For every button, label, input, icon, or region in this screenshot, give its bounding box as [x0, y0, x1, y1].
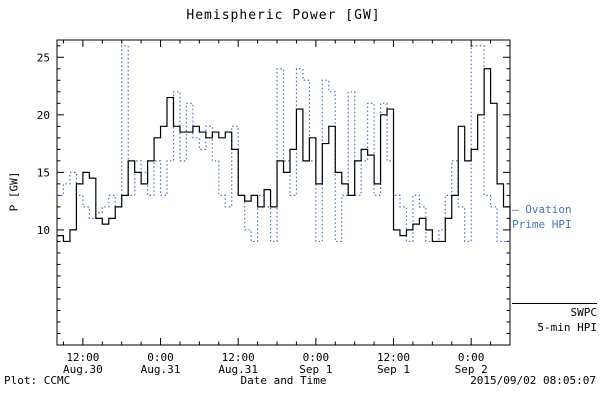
- plot-credit: Plot: CCMC: [4, 374, 71, 387]
- svg-text:12:00: 12:00: [66, 351, 99, 364]
- svg-text:20: 20: [37, 109, 50, 122]
- svg-text:Sep 1: Sep 1: [377, 363, 410, 376]
- legend-ovation: – Ovation Prime HPI: [512, 203, 572, 233]
- svg-text:Aug.31: Aug.31: [218, 363, 258, 376]
- svg-text:0:00: 0:00: [303, 351, 330, 364]
- legend-swpc-line2: 5-min HPI: [537, 320, 597, 334]
- legend-ovation-line1: – Ovation: [512, 203, 572, 216]
- svg-text:25: 25: [37, 51, 50, 64]
- svg-text:12:00: 12:00: [377, 351, 410, 364]
- svg-text:0:00: 0:00: [458, 351, 485, 364]
- legend-swpc: SWPC 5-min HPI: [512, 303, 597, 336]
- svg-text:Sep 2: Sep 2: [455, 363, 488, 376]
- timestamp: 2015/09/02 08:05:07: [470, 374, 596, 387]
- svg-text:0:00: 0:00: [147, 351, 174, 364]
- svg-text:Aug.31: Aug.31: [141, 363, 181, 376]
- svg-text:10: 10: [37, 224, 50, 237]
- svg-text:Sep 1: Sep 1: [299, 363, 332, 376]
- legend-swpc-line-sample: [512, 303, 597, 304]
- svg-text:Aug.30: Aug.30: [63, 363, 103, 376]
- svg-text:15: 15: [37, 166, 50, 179]
- svg-text:12:00: 12:00: [222, 351, 255, 364]
- x-axis-label: Date and Time: [240, 374, 327, 387]
- chart-title: Hemispheric Power [GW]: [186, 8, 381, 23]
- legend-ovation-line2: Prime HPI: [512, 217, 572, 231]
- legend-swpc-line1: SWPC: [570, 306, 598, 319]
